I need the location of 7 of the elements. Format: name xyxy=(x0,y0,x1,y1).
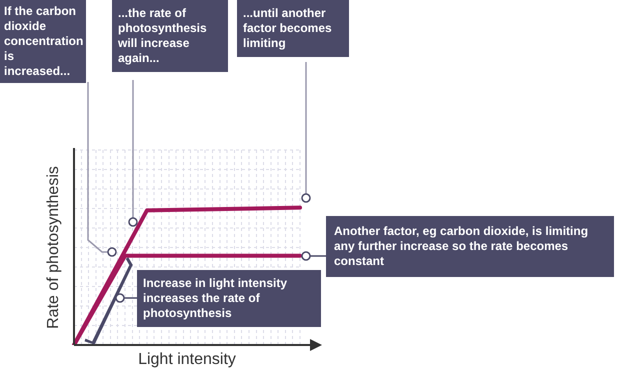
callout-box: Another factor, eg carbon dioxide, is limiting any further increase so the rate becomes constant xyxy=(326,216,614,277)
callout-box: If the carbon dioxide concentration is increased... xyxy=(0,0,86,83)
callout-box: ...until another factor becomes limiting xyxy=(237,0,349,57)
y-axis-title: Rate of photosynthesis xyxy=(45,166,62,329)
callout-box: Increase in light intensity increases the rate of photosynthesis xyxy=(137,270,321,327)
x-axis-title: Light intensity xyxy=(138,350,236,368)
callout-box: ...the rate of photosynthesis will increase again... xyxy=(112,0,228,72)
